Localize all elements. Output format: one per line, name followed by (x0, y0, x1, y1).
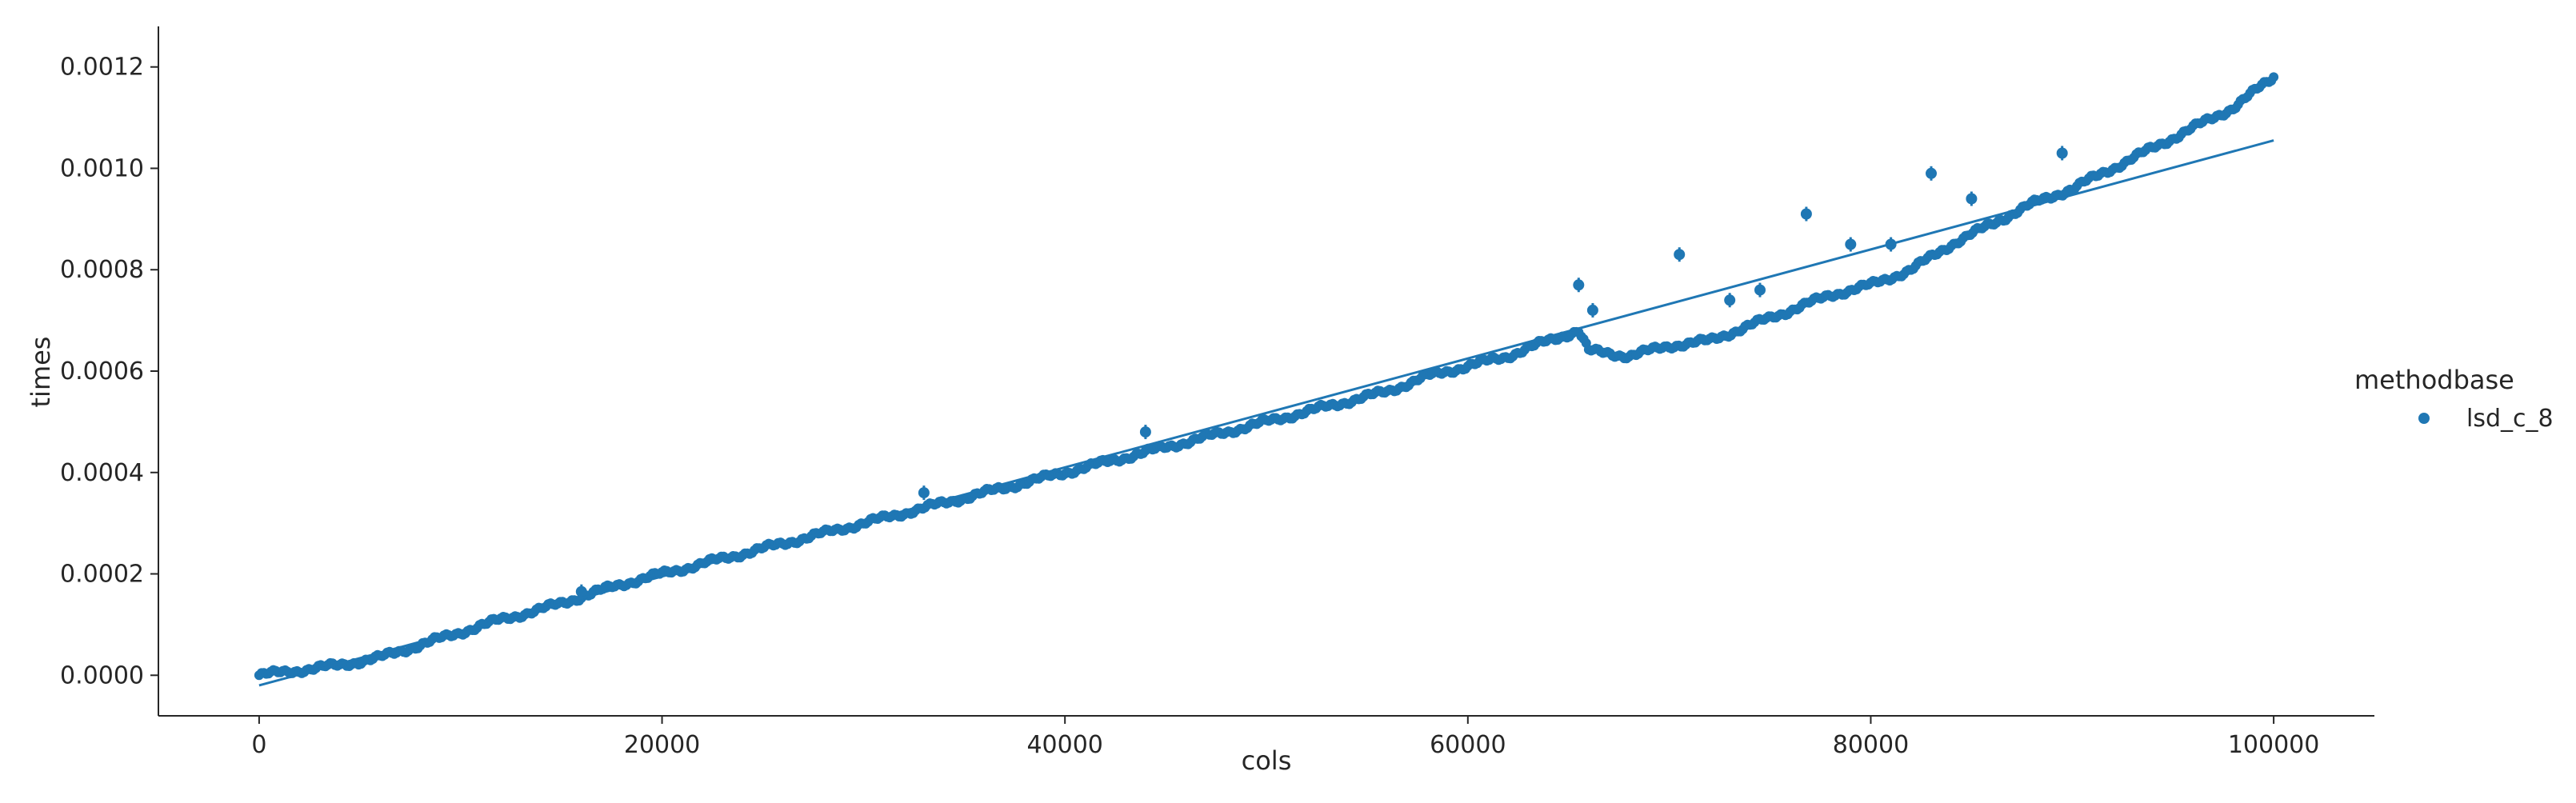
data-point (1586, 304, 1598, 316)
y-axis-label: times (26, 337, 56, 408)
data-point (1754, 284, 1766, 296)
data-points (254, 72, 2279, 681)
data-point (1800, 208, 1812, 220)
data-point (1845, 238, 1857, 250)
legend-entry-label: lsd_c_8 (2466, 405, 2554, 433)
regression-line (258, 139, 2274, 687)
data-point (918, 487, 930, 499)
x-axis-label: cols (1242, 745, 1292, 776)
data-point (575, 585, 587, 597)
y-tick-label: 0.0000 (60, 661, 144, 689)
data-point (1926, 167, 1937, 179)
data-point (2269, 72, 2279, 82)
y-tick-label: 0.0006 (60, 358, 144, 386)
data-point (2056, 147, 2068, 159)
data-point (1724, 294, 1736, 306)
x-tick-label: 40000 (1026, 731, 1102, 759)
legend: methodbase lsd_c_8 (2354, 365, 2554, 433)
data-point (1139, 426, 1151, 438)
y-tick-label: 0.0010 (60, 154, 144, 182)
axes (158, 26, 2374, 717)
x-tick-label: 80000 (1833, 731, 1909, 759)
y-tick-label: 0.0002 (60, 561, 144, 589)
data-point (1966, 193, 1978, 205)
x-tick-label: 20000 (624, 731, 700, 759)
legend-title: methodbase (2354, 365, 2514, 395)
tick-labels: 0 20000 40000 60000 80000 100000 0.0000 0.0002 0… (60, 54, 2319, 759)
data-point (1674, 249, 1686, 261)
x-tick-label: 60000 (1430, 731, 1506, 759)
x-tick-label: 100000 (2228, 731, 2320, 759)
regression-line-group (258, 139, 2274, 687)
y-tick-label: 0.0008 (60, 256, 144, 284)
y-tick-label: 0.0012 (60, 54, 144, 82)
x-tick-label: 0 (251, 731, 266, 759)
y-tick-label: 0.0004 (60, 459, 144, 487)
data-point (1573, 279, 1585, 291)
legend-marker (2418, 413, 2430, 424)
